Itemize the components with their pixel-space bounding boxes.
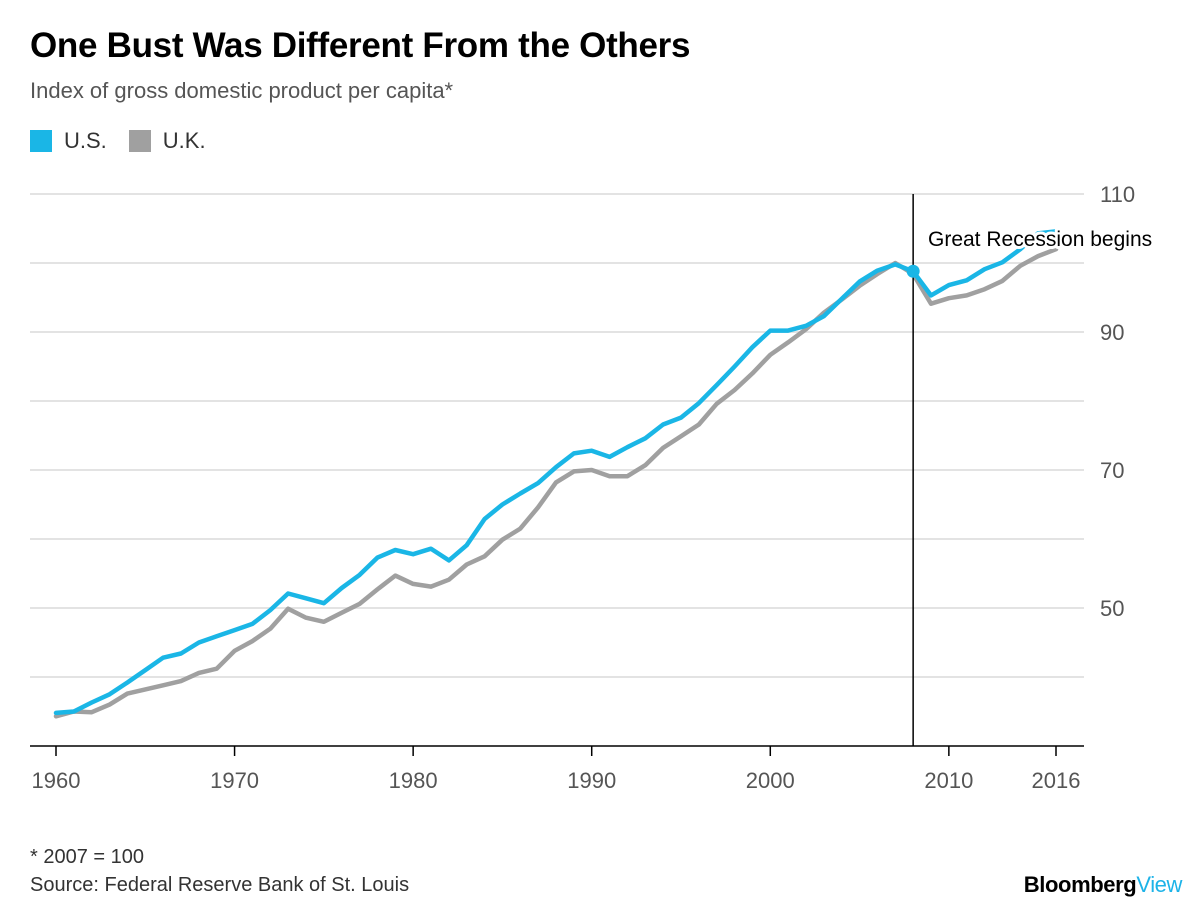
x-tick-label: 2000 (746, 768, 795, 793)
x-tick-label: 1970 (210, 768, 259, 793)
x-tick-label: 2010 (924, 768, 973, 793)
series-line-us (53, 229, 1059, 716)
x-tick-label: 2016 (1032, 768, 1081, 793)
legend-label-uk: U.K. (162, 128, 206, 153)
x-tick-label: 1990 (567, 768, 616, 793)
legend-swatch-us (30, 130, 52, 152)
brand-logo: BloombergView (1023, 872, 1183, 897)
y-tick-label: 70 (1100, 458, 1124, 483)
legend-label-us: U.S. (64, 128, 107, 153)
x-tick-label: 1960 (32, 768, 81, 793)
footnote: * 2007 = 100 (30, 846, 144, 868)
series-line-uk (53, 246, 1059, 719)
x-tick-label: 1980 (389, 768, 438, 793)
y-tick-label: 110 (1100, 182, 1135, 207)
chart-subtitle: Index of gross domestic product per capi… (30, 78, 454, 103)
y-tick-label: 90 (1100, 320, 1124, 345)
legend-item-uk: U.K. (128, 128, 206, 154)
source-note: Source: Federal Reserve Bank of St. Loui… (30, 874, 410, 896)
y-tick-label: 50 (1100, 596, 1124, 621)
annotation-label: Great Recession begins (928, 228, 1152, 251)
legend-swatch-uk (128, 130, 151, 152)
legend: U.S. U.K. (30, 128, 228, 154)
annotation-marker (906, 264, 920, 278)
chart-title: One Bust Was Different From the Others (30, 26, 691, 65)
legend-item-us: U.S. (30, 128, 107, 154)
